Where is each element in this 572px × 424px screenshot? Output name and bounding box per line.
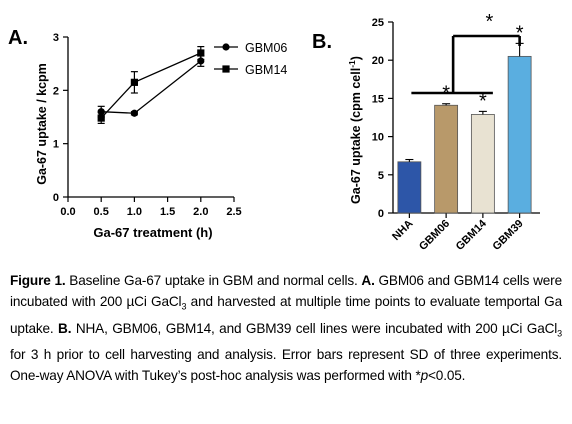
legend-marker-gbm06 [222, 43, 230, 51]
caption-line2-subscript: 3 [181, 301, 187, 312]
panel-a-x-tick-label: 0.0 [60, 206, 75, 218]
panel-b-y-label-main: Ga-67 uptake (cpm cell [349, 68, 363, 204]
panel-b-y-tick-label: 10 [372, 132, 384, 144]
panel-b-category-label: GBM06 [417, 218, 452, 253]
panel-a-x-tick-label: 2.0 [193, 206, 208, 218]
panel-b-label: B. [312, 31, 332, 53]
panel-b-y-tick-label: 15 [372, 93, 384, 105]
caption-line6b: <0.05. [428, 368, 466, 384]
panel-b-y-tick-label: 5 [378, 170, 384, 182]
panel-b-category-label: GBM14 [454, 217, 490, 253]
series-line-gbm14 [100, 52, 202, 119]
bar-gbm39 [507, 55, 532, 214]
panel-a-x-tick-label: 1.5 [160, 206, 175, 218]
caption-figure-label: Figure 1. [10, 273, 66, 288]
panel-b-category-label: NHA [390, 218, 415, 243]
bar-gbm14 [470, 114, 495, 214]
caption-line2a: were incubated with 200 µCi GaCl [10, 273, 562, 309]
legend-marker-gbm14 [222, 65, 230, 73]
significance-star-gbm39: * [516, 22, 524, 44]
panel-b-y-axis-label: Ga-67 uptake (cpm cell-1) [347, 56, 363, 204]
panel-b-y-label-end: ) [349, 56, 363, 60]
bar-gbm06 [434, 104, 459, 214]
panel-b-category-label: GBM39 [490, 218, 525, 253]
data-point-gbm06 [97, 108, 105, 116]
caption-line5: of three experiments. One-way ANOVA with… [10, 347, 562, 384]
legend-label-gbm06: GBM06 [245, 41, 287, 55]
data-point-gbm14 [97, 114, 105, 122]
caption-line3b: NHA, GBM06, GBM14, and GBM39 cell lines … [71, 320, 443, 336]
series-line-gbm06 [101, 60, 202, 114]
panel-a-label: A. [8, 27, 28, 49]
caption-panel-a-ref: A. [361, 273, 375, 288]
panel-a-x-tick-label: 1.0 [127, 206, 142, 218]
panel-a-y-tick-label: 1 [53, 139, 59, 151]
figure-caption: Figure 1. Baseline Ga-67 uptake in GBM a… [10, 270, 562, 386]
data-point-gbm14 [197, 49, 205, 57]
caption-line4a: with 200 µCi GaCl [447, 320, 558, 336]
bracket-significance-star: * [485, 11, 493, 33]
panel-a-y-tick-label: 0 [53, 192, 59, 204]
caption-p-italic: p [420, 368, 429, 384]
panel-b-y-label-sup: -1 [347, 60, 357, 68]
panel-a-x-tick-label: 0.5 [94, 206, 109, 218]
panel-a-y-axis-label: Ga-67 uptake / kcpm [35, 63, 49, 185]
panel-a-x-axis-label: Ga-67 treatment (h) [93, 225, 212, 240]
panel-b-y-tick-label: 20 [372, 55, 384, 67]
panel-a-y-tick-label: 2 [53, 85, 59, 97]
caption-line4-subscript: 3 [557, 328, 562, 339]
bar-nha [397, 161, 422, 214]
line-chart-panel-a: A. 0.0 0.5 1.0 1.5 2.0 2.5 0 1 2 3 Ga-67 treatmen… [8, 27, 287, 240]
panel-a-marks [97, 45, 205, 125]
panel-b-y-tick-label: 25 [372, 17, 384, 29]
bar-chart-panel-b: B. Ga-67 uptake (cpm cell-1) 0 5 10 15 20 25 N… [312, 11, 540, 253]
panel-a-legend: GBM06 GBM14 [214, 41, 287, 77]
panel-b-marks: **** [397, 11, 532, 214]
caption-panel-b-ref: B. [58, 320, 72, 336]
legend-label-gbm14: GBM14 [245, 63, 287, 77]
data-point-gbm14 [130, 78, 138, 86]
caption-line6a: with * [388, 368, 421, 384]
caption-line2b: and harvested at multiple time points to… [186, 294, 481, 309]
caption-line4b: for 3 h prior to cell harvesting and ana… [10, 347, 429, 363]
panel-a-axes: 0.0 0.5 1.0 1.5 2.0 2.5 0 1 2 3 [53, 32, 242, 218]
caption-line1b: GBM06 and GBM14 cells [374, 273, 530, 288]
caption-line3a: temportal Ga uptake. [10, 294, 562, 336]
panel-a-y-tick-label: 3 [53, 32, 59, 44]
panel-a-x-tick-label: 2.5 [226, 206, 241, 218]
significance-star-gbm14: * [479, 90, 487, 112]
caption-line1: Baseline Ga-67 uptake in GBM and normal … [65, 273, 362, 288]
data-point-gbm06 [130, 109, 138, 117]
panel-b-y-tick-label: 0 [378, 208, 384, 220]
